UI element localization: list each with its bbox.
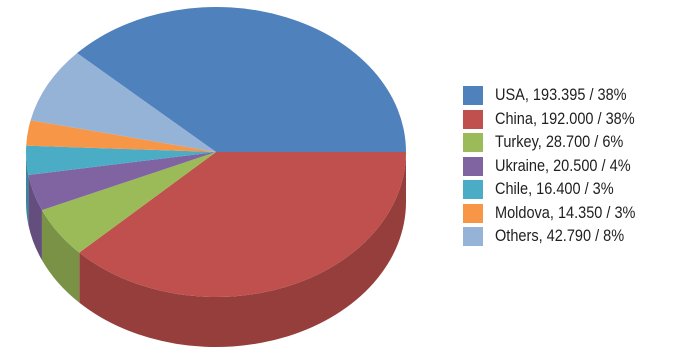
pie-slice-chile — [26, 145, 217, 175]
legend-swatch — [463, 133, 483, 153]
legend-swatch — [463, 180, 483, 200]
legend-label: Others, 42.790 / 8% — [495, 227, 625, 246]
legend-label: USA, 193.395 / 38% — [495, 86, 627, 105]
pie-slice-ukraine — [28, 152, 217, 211]
legend-swatch — [463, 227, 483, 247]
pie-slice-turkey — [41, 152, 216, 253]
legend-item-china: China, 192.000 / 38% — [463, 108, 655, 132]
legend-swatch — [463, 203, 483, 223]
legend-label: Turkey, 28.700 / 6% — [495, 133, 624, 152]
pie-slice-china — [79, 152, 407, 298]
legend-label: Chile, 16.400 / 3% — [495, 180, 614, 199]
pie-slice-others — [30, 53, 216, 152]
legend-swatch — [463, 109, 483, 129]
legend-item-usa: USA, 193.395 / 38% — [463, 84, 655, 108]
pie-slice-moldova — [26, 120, 216, 152]
pie-slice-usa — [77, 6, 406, 153]
legend-label: Ukraine, 20.500 / 4% — [495, 156, 631, 175]
legend-item-others: Others, 42.790 / 8% — [463, 225, 655, 249]
legend-item-chile: Chile, 16.400 / 3% — [463, 178, 655, 202]
legend-item-ukraine: Ukraine, 20.500 / 4% — [463, 155, 655, 179]
legend-item-moldova: Moldova, 14.350 / 3% — [463, 202, 655, 226]
pie-side-walls — [26, 152, 407, 348]
legend-item-turkey: Turkey, 28.700 / 6% — [463, 131, 655, 155]
pie-side-chile — [26, 152, 29, 225]
pie-side-turkey — [41, 210, 80, 303]
legend-swatch — [463, 86, 483, 106]
legend-swatch — [463, 156, 483, 176]
legend-label: Moldova, 14.350 / 3% — [495, 203, 636, 222]
pie-side-china — [79, 152, 407, 348]
chart-legend: USA, 193.395 / 38% China, 192.000 / 38% Tu… — [463, 84, 655, 249]
pie-side-ukraine — [28, 174, 42, 261]
pie-chart — [26, 6, 407, 348]
legend-label: China, 192.000 / 38% — [495, 109, 635, 128]
pie-top — [26, 6, 407, 298]
